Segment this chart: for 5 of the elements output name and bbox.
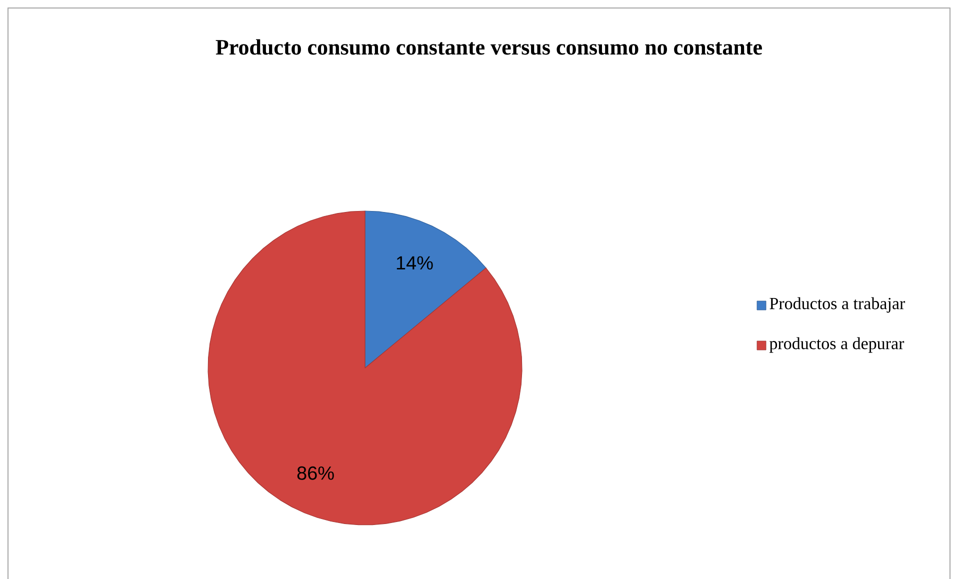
legend-label: productos a depurar — [769, 337, 904, 352]
chart-title: Producto consumo constante versus consumo no constante — [216, 38, 762, 55]
legend-label: Productos a trabajar — [770, 297, 906, 312]
data-label: 14% — [396, 256, 433, 270]
data-label: 86% — [297, 466, 334, 480]
